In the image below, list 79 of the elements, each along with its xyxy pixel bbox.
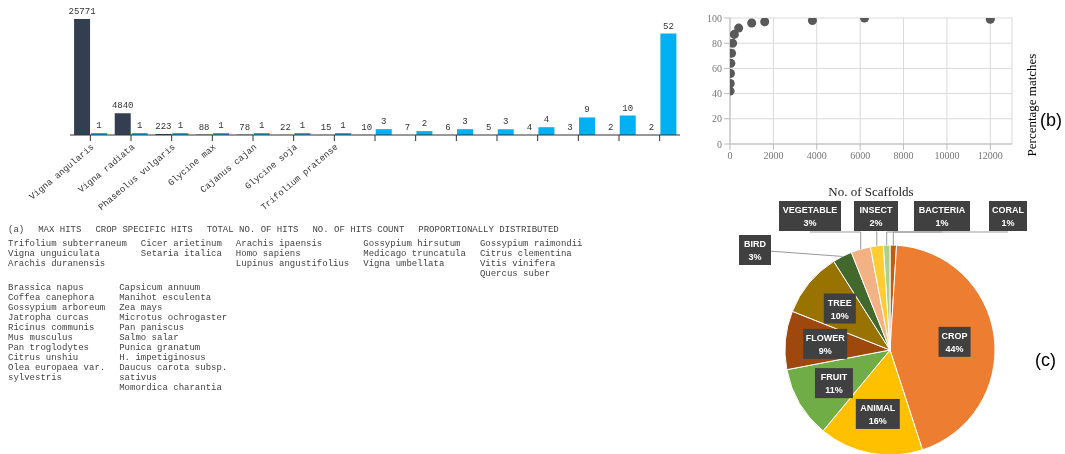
- data-label: 1: [259, 121, 265, 132]
- slice-label: BACTERIA: [918, 205, 966, 215]
- data-label: 3%: [748, 252, 762, 262]
- slice-label: CROP: [941, 330, 968, 341]
- x-tick-label: 0: [727, 150, 733, 162]
- data-label: 1: [340, 121, 346, 132]
- slice-label: ANIMAL: [860, 402, 896, 413]
- data-label: 1%: [1001, 218, 1015, 228]
- slice-label: TREE: [827, 297, 852, 308]
- data-label: 78: [239, 122, 251, 133]
- y-tick-label: 100: [707, 12, 722, 24]
- data-label: 9%: [818, 345, 832, 356]
- data-label: 2: [648, 122, 655, 133]
- data-label: 4840: [111, 101, 134, 112]
- slice-label: CORAL: [992, 205, 1025, 215]
- text: PROPORTIONALLY DISTRIBUTED: [418, 225, 559, 235]
- data-label: 10: [361, 122, 373, 133]
- data-label: 1: [177, 121, 184, 132]
- text: MAX HITS: [38, 225, 82, 235]
- data-label: 22: [279, 122, 291, 133]
- data-label: 1: [137, 121, 143, 132]
- data-label: 88: [198, 122, 210, 133]
- data-label: 3: [503, 117, 509, 128]
- data-label: 2%: [869, 218, 883, 228]
- data-label: 6: [445, 122, 451, 133]
- y-tick-label: 40: [712, 88, 722, 100]
- slice-label: VEGETABLE: [782, 205, 838, 215]
- data-label: 4: [543, 115, 550, 126]
- data-label: 3: [462, 117, 468, 128]
- data-label: 3: [567, 122, 573, 133]
- data-label: 1: [96, 121, 102, 132]
- text: Arachis ipaensis Homo sapiens Lupinus angustifolius: [235, 239, 350, 269]
- text: (b): [1040, 110, 1062, 131]
- text: NO. OF HITS COUNT: [312, 225, 405, 235]
- data-label: 223: [155, 122, 172, 132]
- text: Gossypium raimondii Citrus clementina Vitis vinifera Quercus suber: [479, 239, 583, 279]
- x-tick-label: 6000: [850, 150, 871, 162]
- data-label: 1: [299, 121, 306, 132]
- x-axis-title: No. of Scaffolds: [828, 184, 914, 199]
- data-label: 44%: [945, 343, 964, 354]
- text: CROP SPECIFIC HITS: [95, 225, 193, 235]
- text: Cicer arietinum Setaria italica: [140, 239, 222, 259]
- text: Trifolium subterraneum Vigna unguiculata Arachis duranensis: [8, 239, 127, 269]
- data-label: 10%: [830, 310, 849, 321]
- data-label: 52: [662, 21, 674, 32]
- data-label: 10: [622, 103, 634, 114]
- data-label: 7: [404, 122, 411, 133]
- y-tick-label: 80: [712, 37, 722, 49]
- data-label: 9: [584, 105, 590, 116]
- data-label: 25771: [68, 7, 96, 18]
- slice-label: FLOWER: [805, 332, 846, 343]
- x-tick-label: 4000: [806, 150, 827, 162]
- x-tick-label: 10000: [934, 150, 960, 162]
- slice-label: FRUIT: [820, 372, 848, 383]
- data-label: 15: [320, 122, 332, 133]
- data-label: 2: [608, 122, 614, 133]
- data-label: 4: [526, 122, 533, 133]
- data-label: 11%: [825, 385, 843, 396]
- y-tick-label: 60: [712, 62, 722, 74]
- data-label: 1%: [935, 218, 949, 228]
- slice-label: BIRD: [744, 239, 767, 249]
- text: TOTAL NO. OF HITS: [206, 225, 299, 235]
- data-label: 3: [381, 117, 387, 128]
- data-label: 2: [421, 119, 428, 130]
- x-tick-label: 12000: [977, 150, 1003, 162]
- data-label: 5: [486, 122, 492, 133]
- data-label: 16%: [868, 415, 887, 426]
- text: (c): [1035, 350, 1056, 371]
- x-tick-label: 2000: [763, 150, 784, 162]
- text: Capsicum annuum Manihot esculenta Zea mays Microtus ochrogaster Pan paniscus Salmo salar Punica granatum H. impetiginosus Daucus carota subsp. sativus Momordica charantia: [119, 283, 228, 393]
- text: (a): [8, 225, 25, 235]
- x-tick-label: 8000: [893, 150, 914, 162]
- y-axis-title: Percentage matches: [1024, 53, 1040, 157]
- text: Gossypium hirsutum Medicago truncatula Vigna umbellata: [363, 239, 466, 269]
- slice-label: INSECT: [859, 205, 893, 215]
- data-label: 1: [218, 121, 224, 132]
- y-tick-label: 20: [712, 113, 722, 125]
- data-label: 3%: [803, 218, 817, 228]
- text: Brassica napus Coffea canephora Gossypium arboreum Jatropha curcas Ricinus communis Mus musculus Pan troglodytes Citrus unshiu Olea europaea var. sylvestris: [8, 283, 106, 383]
